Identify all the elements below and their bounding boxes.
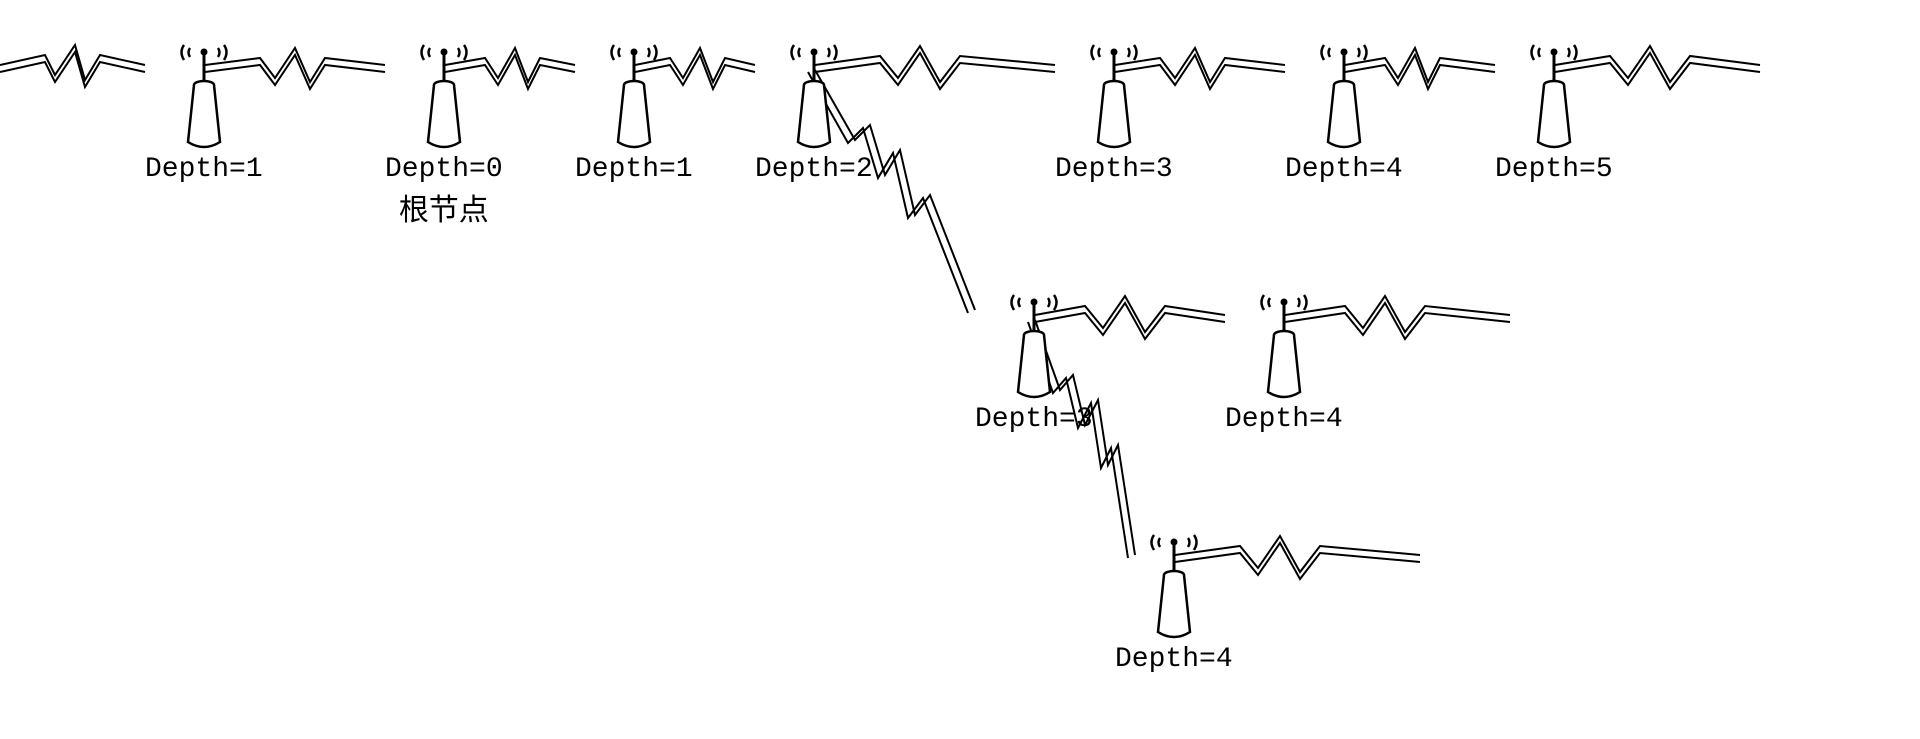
antenna-icon	[1254, 280, 1314, 400]
node-label: Depth=1	[145, 154, 263, 185]
antenna-icon	[1314, 30, 1374, 150]
network-node: Depth=4	[1285, 30, 1403, 185]
node-label: Depth=5	[1495, 154, 1613, 185]
network-node: Depth=3	[1055, 30, 1173, 185]
network-node-root: Depth=0 根节点	[385, 30, 503, 230]
node-label: Depth=3	[975, 404, 1093, 435]
node-label: Depth=0	[385, 154, 503, 185]
node-label: Depth=1	[575, 154, 693, 185]
antenna-icon	[1144, 520, 1204, 640]
network-node: Depth=2	[755, 30, 873, 185]
node-sublabel: 根节点	[399, 185, 489, 230]
antenna-icon	[784, 30, 844, 150]
node-label: Depth=4	[1225, 404, 1343, 435]
antenna-icon	[1084, 30, 1144, 150]
antenna-icon	[414, 30, 474, 150]
network-node: Depth=1	[145, 30, 263, 185]
network-node: Depth=5	[1495, 30, 1613, 185]
network-node: Depth=4	[1225, 280, 1343, 435]
network-node: Depth=4	[1115, 520, 1233, 675]
antenna-icon	[604, 30, 664, 150]
network-node: Depth=3	[975, 280, 1093, 435]
node-label: Depth=2	[755, 154, 873, 185]
network-node: Depth=1	[575, 30, 693, 185]
antenna-icon	[1004, 280, 1064, 400]
node-label: Depth=3	[1055, 154, 1173, 185]
node-label: Depth=4	[1285, 154, 1403, 185]
node-label: Depth=4	[1115, 644, 1233, 675]
connection-line-top	[0, 0, 1920, 739]
antenna-icon	[1524, 30, 1584, 150]
antenna-icon	[174, 30, 234, 150]
